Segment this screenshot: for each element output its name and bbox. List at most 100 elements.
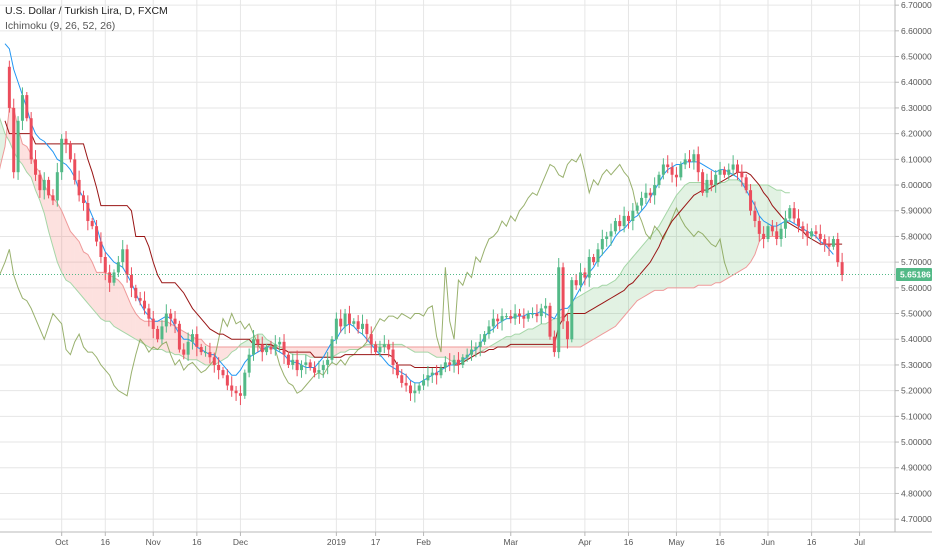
candle-body: [295, 359, 299, 371]
candle-body: [68, 143, 72, 160]
cloud-segment: [693, 182, 699, 288]
cloud-segment: [48, 192, 53, 247]
cloud-segment: [606, 282, 612, 332]
candle-body: [797, 218, 801, 227]
candle-body: [779, 228, 783, 240]
symbol-title[interactable]: U.S. Dollar / Turkish Lira, D, FXCM: [5, 5, 168, 17]
price-tick-label: 6.40000: [901, 77, 932, 87]
cloud-segment: [397, 344, 402, 347]
candle-body: [99, 241, 103, 258]
candle-body: [51, 195, 55, 201]
price-tick-label: 6.20000: [901, 129, 932, 139]
cloud-segment: [297, 346, 302, 355]
candle-body: [661, 164, 665, 175]
candle-body: [247, 354, 251, 373]
cloud-segment: [523, 328, 529, 347]
cloud-segment: [580, 292, 585, 347]
candle-body: [156, 328, 160, 340]
cloud-segment: [720, 182, 725, 283]
candle-body: [112, 272, 116, 283]
candle-body: [334, 318, 338, 340]
candle-body: [243, 372, 247, 396]
candle-body: [631, 210, 635, 222]
candle-body: [731, 164, 735, 170]
candle-body: [609, 231, 613, 237]
cloud-segment: [584, 290, 590, 345]
candle-body: [186, 341, 190, 355]
candle-body: [304, 362, 308, 365]
cloud-segment: [244, 339, 250, 347]
candle-body: [805, 231, 809, 237]
candle-body: [818, 233, 822, 240]
candle-body: [103, 257, 107, 273]
cloud-segment: [637, 246, 642, 301]
candle-body: [487, 326, 491, 335]
price-tick-label: 5.10000: [901, 411, 932, 421]
candle-body: [212, 357, 216, 365]
candle-body: [827, 244, 831, 247]
candlesticks: [7, 60, 844, 406]
candle-body: [465, 354, 469, 358]
candle-body: [121, 249, 125, 263]
cloud-segment: [52, 197, 58, 263]
candle-body: [792, 208, 796, 219]
candle-body: [618, 221, 622, 227]
candle-body: [204, 352, 208, 354]
price-tick-label: 6.10000: [901, 154, 932, 164]
candle-body: [622, 215, 626, 227]
time-tick-label: Apr: [578, 537, 591, 547]
candle-body: [587, 257, 591, 278]
candle-body: [195, 334, 199, 347]
last-price-label: 5.65186: [900, 270, 931, 280]
candle-body: [221, 370, 225, 376]
candle-body: [321, 364, 325, 371]
cloud-segment: [432, 346, 437, 358]
time-tick-label: Oct: [55, 537, 69, 547]
candle-body: [238, 393, 242, 396]
candle-body: [766, 226, 770, 240]
candle-body: [422, 380, 426, 386]
cloud-segment: [741, 182, 747, 270]
price-tick-label: 4.70000: [901, 514, 932, 524]
cloud-segment: [336, 346, 341, 355]
candle-body: [801, 226, 805, 232]
price-tick-label: 5.30000: [901, 360, 932, 370]
candle-body: [635, 205, 639, 211]
candle-body: [143, 300, 147, 309]
candle-body: [574, 280, 578, 286]
cloud-segment: [66, 221, 71, 283]
time-tick-label: Feb: [416, 537, 431, 547]
candle-body: [95, 226, 99, 242]
candle-body: [330, 339, 334, 360]
cloud-segment: [301, 346, 306, 355]
candle-body: [138, 298, 142, 301]
candle-body: [256, 339, 260, 345]
candle-body: [831, 239, 835, 247]
candle-body: [783, 218, 787, 229]
cloud-segment: [597, 285, 603, 337]
candle-body: [343, 313, 347, 327]
price-tick-label: 6.00000: [901, 180, 932, 190]
time-axis[interactable]: Oct 16 Nov 16 Dec 2019 17 Feb Mar Apr 16 May 16 Jun 16…: [55, 532, 865, 547]
cloud-segment: [506, 336, 511, 347]
lagging-span: [0, 152, 730, 397]
cloud-segment: [353, 346, 359, 350]
candle-body: [369, 334, 373, 345]
candle-body: [653, 185, 657, 196]
candle-body: [326, 359, 330, 365]
cloud-segment: [427, 346, 433, 355]
cloud-segment: [218, 346, 223, 363]
cloud-segment: [532, 326, 537, 347]
indicator-title[interactable]: Ichimoku (9, 26, 52, 26): [5, 20, 116, 32]
cloud-segment: [706, 185, 712, 286]
candle-body: [55, 172, 59, 201]
candle-body: [600, 239, 604, 250]
cloud-segment: [349, 346, 354, 350]
cloud-segment: [449, 346, 455, 363]
candle-body: [757, 221, 761, 234]
candle-body: [674, 174, 678, 178]
candle-body: [461, 357, 465, 365]
candle-body: [648, 192, 652, 196]
price-axis[interactable]: 6.70000 6.60000 6.50000 6.40000 6.30000 6.200…: [895, 0, 932, 524]
